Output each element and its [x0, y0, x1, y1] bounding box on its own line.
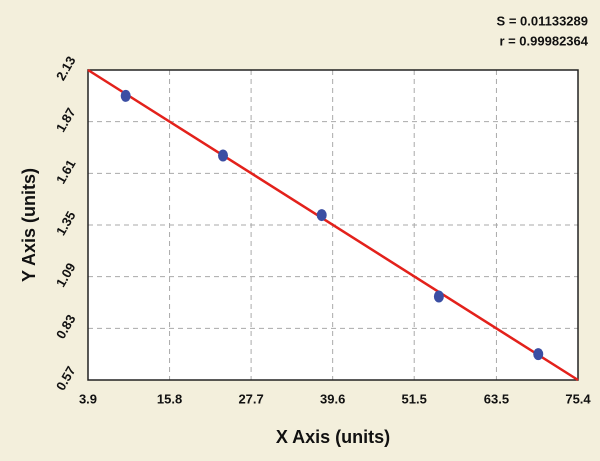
annotation: r = 0.99982364: [499, 33, 588, 48]
point: [218, 149, 229, 162]
y-tick-label: 1.35: [53, 209, 79, 238]
point: [120, 89, 131, 102]
x-tick-label: 3.9: [79, 391, 97, 406]
plot-border: [87, 69, 579, 381]
point: [316, 209, 327, 222]
y-tick-label: 1.09: [53, 260, 79, 289]
point: [433, 290, 444, 303]
x-tick-label: 51.5: [402, 391, 427, 406]
x-tick-label: 63.5: [484, 391, 509, 406]
point: [533, 348, 544, 361]
y-tick-label: 2.13: [53, 54, 79, 83]
x-axis-label: X Axis (units): [276, 427, 390, 447]
y-tick-label: 0.57: [53, 364, 79, 393]
x-tick-label: 27.7: [238, 391, 263, 406]
x-tick-label: 75.4: [565, 391, 591, 406]
fit-line: [87, 68, 579, 382]
y-tick-label: 1.87: [53, 105, 79, 134]
x-tick-label: 39.6: [320, 391, 345, 406]
annotation: S = 0.01133289: [497, 13, 588, 28]
y-tick-label: 0.83: [53, 312, 79, 341]
y-tick-label: 1.61: [53, 157, 79, 186]
y-axis-label: Y Axis (units): [19, 168, 39, 282]
x-tick-label: 15.8: [157, 391, 182, 406]
